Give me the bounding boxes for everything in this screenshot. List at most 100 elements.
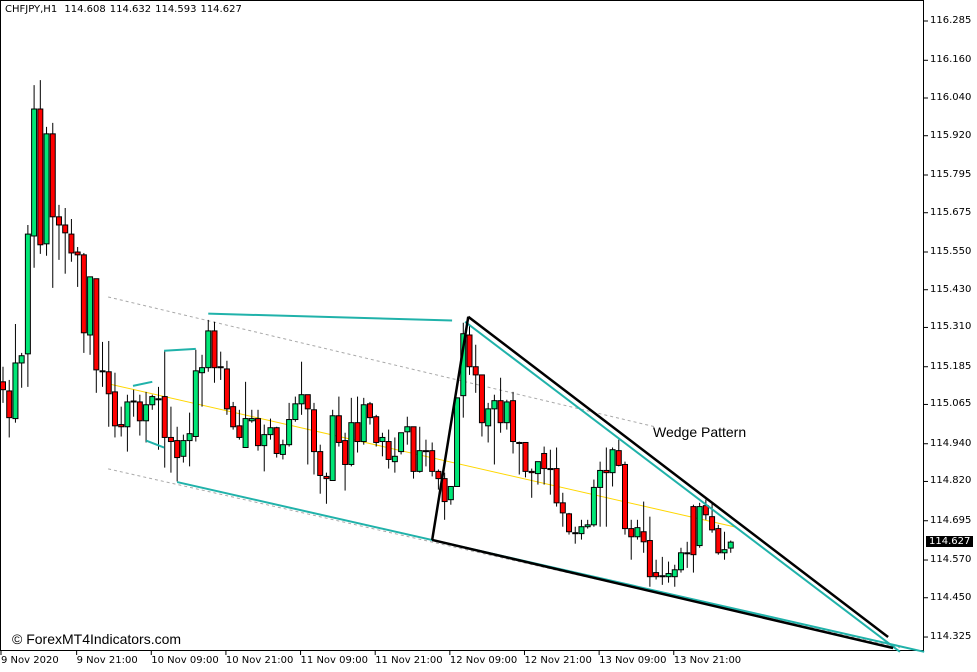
candle-body: [404, 426, 411, 433]
candle-body: [186, 433, 193, 442]
candle-body: [230, 406, 237, 428]
candle-body: [640, 531, 647, 543]
candle-body: [566, 513, 573, 533]
candle: [429, 442, 436, 477]
candle-body: [653, 572, 660, 578]
candle: [130, 389, 137, 417]
candle: [174, 426, 181, 482]
price-tick-label: 114.940: [930, 437, 972, 449]
candle: [503, 399, 510, 430]
candle-body: [329, 415, 336, 482]
time-tick-label: 12 Nov 09:00: [449, 655, 518, 666]
candle: [578, 519, 585, 540]
candle-body: [615, 450, 622, 466]
drawing-objects-front: [132, 312, 925, 653]
ohlc-low: 114.593: [155, 4, 197, 15]
candle-body: [174, 440, 181, 459]
candle-body: [292, 403, 299, 421]
wedge-pattern-label[interactable]: Wedge Pattern: [653, 424, 747, 440]
candle-body: [622, 463, 628, 530]
candle: [653, 559, 660, 580]
candle: [373, 414, 380, 447]
price-tick-label: 116.040: [930, 92, 972, 103]
candle-body: [603, 469, 610, 474]
candle: [640, 501, 647, 553]
candle: [55, 204, 62, 260]
candle-body: [441, 478, 448, 503]
candle-body: [690, 506, 697, 556]
candle-body: [528, 470, 535, 474]
candle: [603, 447, 610, 527]
candle-body: [335, 415, 342, 443]
candle-body: [646, 540, 653, 578]
candle: [292, 396, 299, 422]
candle: [547, 449, 554, 495]
candle-body: [572, 532, 579, 535]
time-tick-label: 11 Nov 09:00: [300, 655, 368, 666]
candle-body: [721, 549, 728, 554]
candle-body: [248, 418, 255, 422]
watermark: © ForexMT4Indicators.com: [12, 631, 182, 647]
price-tick-label: 114.820: [930, 475, 972, 487]
candle: [360, 397, 367, 445]
candle: [0, 366, 6, 403]
candle: [317, 444, 324, 494]
candle-body: [503, 401, 510, 424]
candle-body: [659, 575, 666, 578]
candle: [24, 224, 31, 387]
candle: [6, 379, 13, 438]
candle: [671, 564, 678, 587]
candle: [155, 386, 162, 450]
candle: [80, 252, 87, 353]
candle: [622, 461, 628, 535]
candle: [205, 319, 212, 372]
candle: [447, 485, 454, 505]
candle: [478, 374, 485, 437]
candle: [590, 479, 597, 527]
candle: [223, 360, 230, 415]
candle-body: [149, 396, 156, 406]
candle: [186, 412, 193, 467]
candle-body: [422, 450, 429, 453]
candle-body: [485, 408, 492, 427]
candle-body: [43, 133, 50, 245]
candle: [634, 519, 641, 540]
wedge-line: [467, 315, 889, 639]
candle-body: [597, 469, 604, 488]
candle-body: [634, 527, 641, 538]
candle: [298, 361, 305, 415]
trendline: [164, 347, 196, 352]
candle: [143, 391, 150, 443]
candle-body: [199, 367, 206, 374]
candle: [510, 391, 517, 454]
candle-body: [429, 450, 436, 472]
candle-body: [130, 400, 137, 403]
candle: [366, 401, 373, 425]
candle-body: [49, 133, 56, 218]
candle-body: [497, 400, 504, 424]
candle: [49, 122, 56, 288]
candle: [248, 409, 255, 423]
candle-body: [478, 374, 485, 424]
candle-body: [298, 394, 305, 405]
candle: [696, 502, 703, 548]
candle-body: [709, 516, 716, 531]
candle-body: [684, 552, 691, 555]
candle: [74, 246, 81, 287]
candle-body: [37, 108, 44, 246]
candle-body: [311, 409, 317, 453]
candle-body: [74, 251, 81, 256]
price-tick-label: 115.185: [930, 360, 972, 372]
candle: [267, 418, 274, 440]
candle-body: [491, 400, 498, 410]
candle-body: [31, 108, 38, 237]
price-tick-label: 115.430: [930, 283, 972, 295]
candle: [255, 409, 262, 451]
candle: [472, 344, 479, 393]
current-price-label: 114.627: [926, 536, 974, 547]
candle-body: [24, 233, 31, 355]
candle-body: [99, 370, 106, 373]
candle: [441, 472, 448, 520]
candle: [454, 397, 461, 487]
